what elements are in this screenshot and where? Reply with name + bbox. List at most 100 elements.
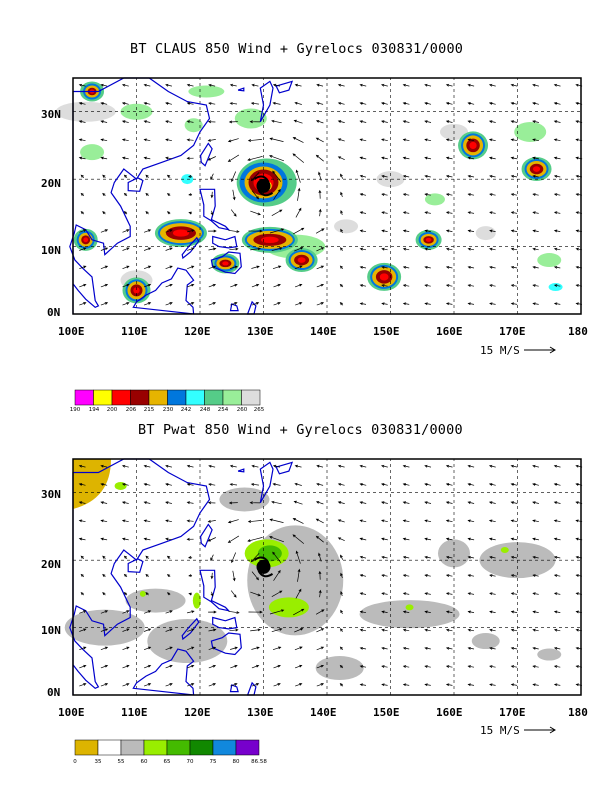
wind-vector: [122, 683, 130, 687]
wind-vector: [100, 247, 109, 251]
wind-vector: [186, 120, 194, 124]
wind-vector: [553, 211, 561, 215]
wind-vector: [208, 83, 216, 87]
wind-vector: [229, 483, 238, 486]
wind-vector: [122, 664, 130, 669]
panel-2-colorbar-swatch: [166, 739, 191, 756]
wind-vector: [424, 665, 431, 668]
wind-vector: [337, 519, 345, 523]
wind-vector: [402, 247, 410, 251]
wind-vector: [532, 464, 539, 468]
wind-vector: [100, 537, 108, 541]
wind-vector: [445, 174, 453, 178]
panel-2-title: BT Pwat 850 Wind + Gyrelocs 030831/0000: [138, 422, 463, 438]
wind-vector: [424, 247, 431, 251]
wind-vector: [337, 537, 345, 542]
wind-vector: [143, 265, 152, 270]
wind-vector: [79, 302, 87, 306]
panel-1-title: BT CLAUS 850 Wind + Gyrelocs 030831/0000: [130, 41, 464, 57]
wind-vector: [402, 665, 410, 668]
wind-vector: [488, 519, 496, 523]
wind-vector: [100, 683, 109, 687]
panel-1-colorbar-swatch: [93, 389, 113, 406]
wind-vector: [532, 537, 539, 541]
wind-vector: [510, 102, 518, 105]
wind-vector: [359, 102, 367, 105]
wind-vector: [186, 501, 194, 505]
wind-vector: [489, 574, 496, 577]
wind-vector: [553, 483, 561, 486]
wind-vector: [488, 120, 496, 124]
wind-vector: [247, 537, 263, 542]
wind-vector: [227, 138, 239, 143]
pwat-region: [537, 648, 562, 661]
wind-vector: [445, 610, 453, 614]
wind-vector: [424, 464, 432, 468]
wind-vector: [186, 483, 194, 486]
wind-vector: [123, 555, 128, 559]
gyre-location-marker: [253, 556, 274, 578]
panel-1-colorbar-label: 194: [88, 407, 100, 413]
wind-vector: [445, 628, 453, 632]
wind-vector: [337, 138, 345, 142]
coastline: [210, 632, 242, 656]
wind-vector: [553, 628, 561, 632]
wind-vector: [489, 247, 496, 251]
wind-vector: [165, 120, 172, 124]
wind-vector: [445, 592, 453, 596]
wind-vector: [269, 518, 284, 523]
wind-vector: [467, 193, 475, 196]
wind-vector: [187, 247, 195, 251]
panel-1-colorbar-swatch: [148, 389, 168, 406]
wind-vector: [381, 537, 388, 541]
wind-vector: [359, 574, 367, 577]
wind-vector: [295, 550, 301, 564]
wind-vector: [359, 284, 367, 287]
wind-vector: [100, 610, 109, 614]
wind-vector: [402, 464, 410, 468]
wind-vector: [272, 101, 281, 105]
wind-vector: [359, 537, 367, 541]
wind-vector: [188, 193, 193, 196]
panel-1-y-label-0n: 0N: [47, 306, 61, 319]
wind-vector: [510, 211, 518, 215]
cloud-cluster: [120, 103, 153, 120]
wind-vector: [532, 483, 539, 486]
wind-vector: [208, 683, 217, 687]
wind-vector: [359, 610, 367, 614]
cloud-cluster: [222, 261, 229, 266]
wind-vector: [381, 156, 388, 160]
wind-vector: [510, 483, 518, 486]
panel-1-colorbar-label: 230: [162, 407, 174, 413]
wind-vector: [359, 120, 367, 124]
wind-vector: [78, 138, 86, 142]
wind-vector: [188, 574, 193, 577]
wind-vector: [532, 555, 539, 559]
wind-vector: [381, 284, 388, 287]
wind-vector: [187, 610, 195, 614]
wind-vector: [488, 501, 496, 505]
wind-vector: [467, 174, 475, 178]
wind-vector: [227, 154, 240, 162]
wind-vector: [122, 646, 130, 651]
wind-vector: [102, 192, 106, 197]
wind-vector: [318, 171, 322, 181]
wind-vector: [532, 665, 539, 668]
wind-vector: [445, 138, 453, 142]
coastline: [181, 617, 200, 641]
coastline: [212, 235, 238, 249]
wind-vector: [100, 229, 109, 233]
wind-vector: [532, 83, 539, 87]
wind-vector: [250, 591, 261, 597]
wind-vector: [402, 537, 410, 541]
wind-vector: [186, 138, 194, 142]
wind-vector: [445, 665, 453, 668]
coastline: [259, 80, 274, 123]
wind-vector: [424, 138, 432, 142]
wind-vector: [381, 592, 388, 596]
wind-vector: [381, 610, 388, 614]
wind-vector: [532, 592, 539, 596]
wind-vector: [269, 137, 284, 142]
panel-1-x-label-180: 180: [568, 325, 588, 338]
wind-vector: [227, 535, 240, 543]
